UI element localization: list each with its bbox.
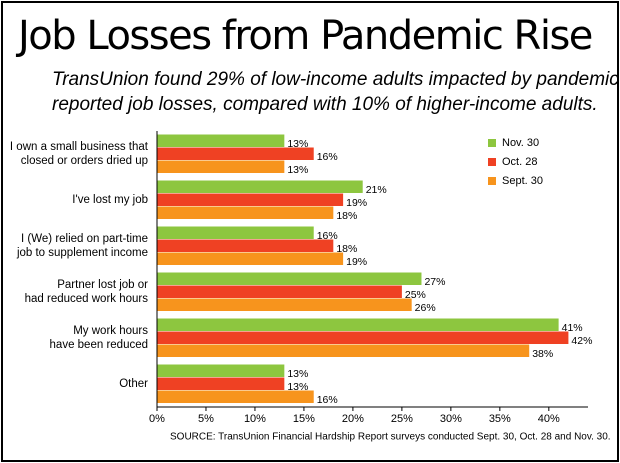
x-tick-label: 35%	[489, 413, 511, 425]
bar	[157, 331, 569, 344]
chart-subtitle: reported job losses, compared with 10% o…	[52, 94, 598, 115]
y-tick-label: job to supplement income	[16, 247, 148, 259]
value-label: 42%	[571, 335, 592, 347]
value-label: 18%	[336, 243, 357, 255]
value-label: 19%	[346, 256, 367, 268]
bar	[157, 390, 314, 403]
value-label: 18%	[336, 210, 357, 222]
value-label: 41%	[562, 322, 583, 334]
x-tick-label: 5%	[198, 413, 214, 425]
y-tick-label: closed or orders dried up	[21, 155, 148, 167]
y-tick-label: had reduced work hours	[25, 293, 149, 305]
bar	[157, 318, 559, 331]
x-tick-label: 15%	[293, 413, 315, 425]
legend-label: Nov. 30	[502, 137, 539, 149]
bar	[157, 239, 334, 252]
bar	[157, 147, 314, 160]
bar	[157, 252, 344, 265]
y-tick-label: I (We) relied on part-time	[21, 233, 148, 245]
value-label: 13%	[287, 368, 308, 380]
bar	[157, 344, 530, 357]
bar	[157, 134, 285, 147]
value-label: 16%	[317, 151, 338, 163]
x-tick-label: 20%	[342, 413, 364, 425]
y-tick-label: I own a small business that	[10, 141, 149, 153]
bar	[157, 285, 402, 298]
source-note: SOURCE: TransUnion Financial Hardship Re…	[170, 432, 611, 443]
value-label: 19%	[346, 197, 367, 209]
value-label: 26%	[415, 302, 436, 314]
value-label: 13%	[287, 138, 308, 150]
bar	[157, 206, 334, 219]
bar	[157, 298, 412, 311]
chart-title: Job Losses from Pandemic Rise	[15, 13, 592, 59]
y-tick-label: My work hours	[73, 325, 148, 337]
bar	[157, 226, 314, 239]
value-label: 13%	[287, 164, 308, 176]
value-label: 13%	[287, 381, 308, 393]
bar	[157, 364, 285, 377]
value-label: 16%	[317, 394, 338, 406]
bar	[157, 377, 285, 390]
legend-label: Sept. 30	[502, 175, 543, 187]
legend-swatch	[488, 158, 496, 166]
legend-swatch	[488, 139, 496, 147]
y-tick-label: Other	[119, 378, 148, 390]
bar	[157, 180, 363, 193]
y-tick-label: Partner lost job or	[57, 279, 148, 291]
value-label: 38%	[532, 348, 553, 360]
legend-label: Oct. 28	[502, 156, 537, 168]
chart-subtitle: TransUnion found 29% of low-income adult…	[52, 69, 619, 90]
y-tick-label: I've lost my job	[72, 194, 148, 206]
legend-swatch	[488, 177, 496, 185]
value-label: 21%	[366, 184, 387, 196]
value-label: 27%	[424, 276, 445, 288]
value-label: 16%	[317, 230, 338, 242]
bar	[157, 160, 285, 173]
value-label: 25%	[405, 289, 426, 301]
bar	[157, 193, 344, 206]
x-tick-label: 40%	[538, 413, 560, 425]
x-tick-label: 25%	[391, 413, 413, 425]
x-tick-label: 0%	[149, 413, 165, 425]
bar	[157, 272, 422, 285]
x-tick-label: 10%	[244, 413, 266, 425]
y-tick-label: have been reduced	[50, 339, 148, 351]
x-tick-label: 30%	[440, 413, 462, 425]
